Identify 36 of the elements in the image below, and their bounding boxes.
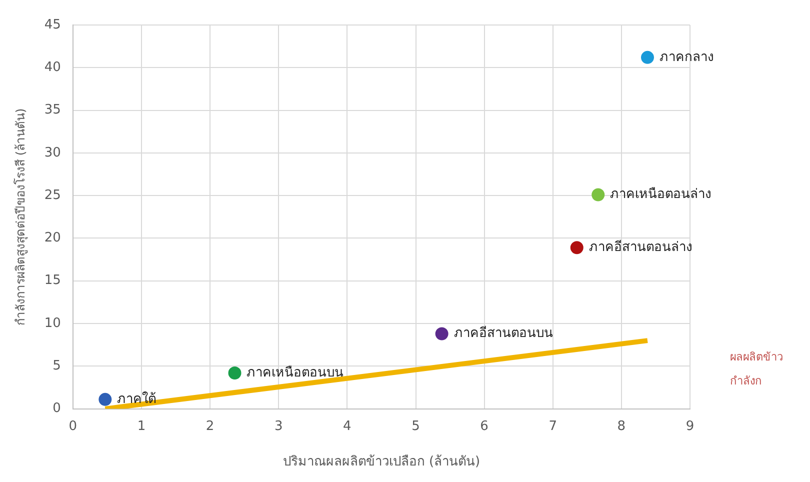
y-tick-label: 0 — [52, 401, 61, 416]
y-tick-label: 5 — [52, 358, 61, 374]
x-tick-label: 4 — [343, 418, 352, 434]
point — [592, 188, 605, 202]
point — [228, 366, 242, 380]
x-tick-label: 7 — [548, 418, 558, 434]
series-label: ภาคกลาง — [659, 50, 714, 65]
x-tick-label: 9 — [686, 418, 694, 434]
x-tick-label: 6 — [480, 418, 488, 434]
x-tick-label: 3 — [274, 418, 283, 434]
x-tick-label: 0 — [68, 418, 78, 434]
x-axis-title: ปริมาณผลผลิตข้าวเปลือก (ล้านตัน) — [282, 454, 480, 470]
y-tick-label: 20 — [44, 230, 61, 246]
y-tick-label: 25 — [44, 188, 61, 203]
series-label: ภาคอีสานตอนล่าง — [588, 238, 692, 255]
series-label: ภาคเหนือตอนบน — [246, 364, 344, 380]
y-tick-label: 10 — [44, 316, 61, 331]
series-label: ภาคใต้ — [117, 390, 156, 407]
x-tick-label: 8 — [617, 418, 626, 434]
point — [570, 241, 584, 254]
x-tick-label: 2 — [206, 418, 214, 434]
y-tick-label: 45 — [44, 17, 61, 32]
x-tick-label: 1 — [137, 418, 146, 434]
point — [98, 392, 112, 406]
series-label: ภาคเหนือตอนล่าง — [610, 186, 712, 202]
x-tick-label: 5 — [412, 418, 420, 434]
text: กำลังก — [730, 374, 762, 388]
y-tick-label: 30 — [44, 145, 61, 160]
point — [435, 327, 448, 340]
y-tick-label: 15 — [44, 273, 61, 288]
point — [640, 50, 654, 64]
y-tick-label: 35 — [44, 102, 61, 118]
text: ผลผลิตข้าว — [730, 350, 783, 364]
y-axis-title: กำลังการผลิตสูงสุดต่อปีของโรงสี (ล้านตัน) — [13, 108, 28, 326]
y-tick-label: 40 — [44, 60, 61, 76]
series-label: ภาคอีสานตอนบน — [454, 325, 553, 342]
